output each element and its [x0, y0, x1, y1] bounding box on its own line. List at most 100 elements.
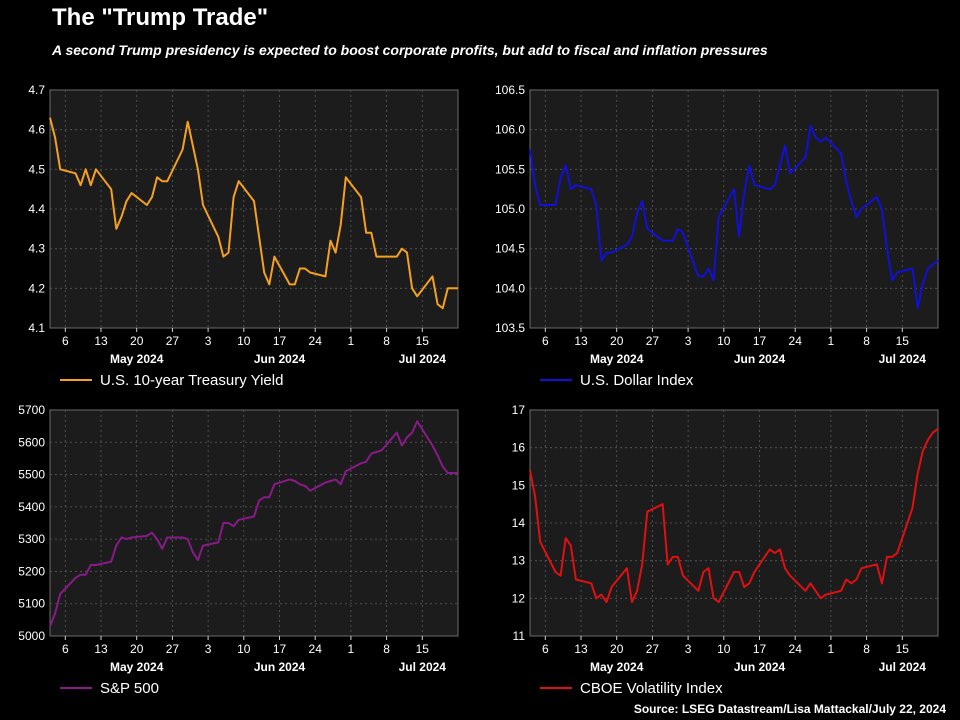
data-point [712, 279, 715, 282]
data-point [202, 204, 205, 207]
data-point [416, 295, 419, 298]
data-point [161, 547, 164, 550]
data-point [94, 168, 97, 171]
x-tick-label: 3 [685, 642, 692, 656]
y-tick-label: 4.3 [28, 242, 45, 256]
data-point [120, 215, 123, 218]
data-point [237, 180, 240, 183]
data-point [441, 465, 444, 468]
data-point [880, 208, 883, 211]
data-point [819, 140, 822, 143]
plot-area [49, 409, 459, 637]
x-tick-label: 6 [62, 334, 69, 348]
x-tick-label: 6 [542, 334, 549, 348]
data-point [773, 552, 776, 555]
y-tick-label: 5600 [18, 435, 45, 449]
data-point [293, 480, 296, 483]
data-point [89, 184, 92, 187]
x-tick-label: 15 [416, 334, 430, 348]
data-point [436, 454, 439, 457]
y-tick-label: 4.1 [28, 321, 45, 335]
data-point [110, 188, 113, 191]
data-point [809, 124, 812, 127]
data-point [697, 275, 700, 278]
data-point [431, 275, 434, 278]
data-point [263, 496, 266, 499]
data-point [130, 192, 133, 195]
data-point [860, 208, 863, 211]
data-point [937, 427, 940, 430]
x-tick-label: 1 [828, 334, 835, 348]
y-tick-label: 14 [512, 516, 526, 530]
data-point [406, 436, 409, 439]
data-point [191, 144, 194, 147]
data-point [74, 172, 77, 175]
data-point [94, 564, 97, 567]
data-point [753, 571, 756, 574]
data-point [896, 552, 899, 555]
x-month-label: May 2024 [110, 660, 164, 674]
data-point [115, 227, 118, 230]
data-point [145, 204, 148, 207]
x-tick-label: 10 [717, 642, 731, 656]
data-point [564, 164, 567, 167]
data-point [534, 495, 537, 498]
x-tick-label: 8 [383, 334, 390, 348]
data-point [89, 564, 92, 567]
data-point [411, 287, 414, 290]
data-point [717, 601, 720, 604]
data-point [324, 275, 327, 278]
data-point [375, 255, 378, 258]
data-point [400, 247, 403, 250]
data-point [804, 156, 807, 159]
x-tick-label: 6 [542, 642, 549, 656]
data-point [74, 576, 77, 579]
data-point [738, 235, 741, 238]
y-tick-label: 104.0 [495, 281, 525, 295]
x-tick-label: 20 [130, 334, 144, 348]
data-point [753, 184, 756, 187]
data-point [911, 506, 914, 509]
data-point [84, 573, 87, 576]
data-point [773, 184, 776, 187]
data-point [380, 449, 383, 452]
data-point [339, 483, 342, 486]
y-tick-label: 4.4 [28, 202, 45, 216]
y-tick-label: 106.5 [495, 83, 525, 97]
x-tick-label: 1 [828, 642, 835, 656]
data-point [365, 231, 368, 234]
data-point [600, 593, 603, 596]
x-month-label: Jun 2024 [254, 660, 306, 674]
x-tick-label: 27 [646, 642, 660, 656]
x-tick-label: 24 [789, 642, 803, 656]
data-point [682, 574, 685, 577]
data-point [554, 571, 557, 574]
data-point [232, 196, 235, 199]
page-subtitle: A second Trump presidency is expected to… [52, 42, 768, 58]
data-point [457, 472, 460, 475]
data-point [845, 180, 848, 183]
x-month-label: Jul 2024 [399, 352, 447, 366]
data-point [671, 239, 674, 242]
data-point [293, 283, 296, 286]
data-point [237, 518, 240, 521]
y-tick-label: 5100 [18, 597, 45, 611]
data-point [569, 544, 572, 547]
data-point [625, 567, 628, 570]
data-point [451, 472, 454, 475]
data-point [743, 586, 746, 589]
data-point [222, 522, 225, 525]
series-line-yield [49, 117, 458, 310]
data-point [79, 573, 82, 576]
data-point [395, 431, 398, 434]
data-point [446, 287, 449, 290]
data-point [590, 582, 593, 585]
data-point [304, 484, 307, 487]
data-point [298, 483, 301, 486]
data-point [288, 283, 291, 286]
data-point [819, 597, 822, 600]
y-tick-label: 11 [513, 629, 526, 643]
treasury-yield-chart: 4.1 4.2 4.3 4.4 4.5 4.6 4.7 6 13 20 27 3 10 17 24 1 8 15 M… [28, 83, 459, 389]
data-point [298, 267, 301, 270]
